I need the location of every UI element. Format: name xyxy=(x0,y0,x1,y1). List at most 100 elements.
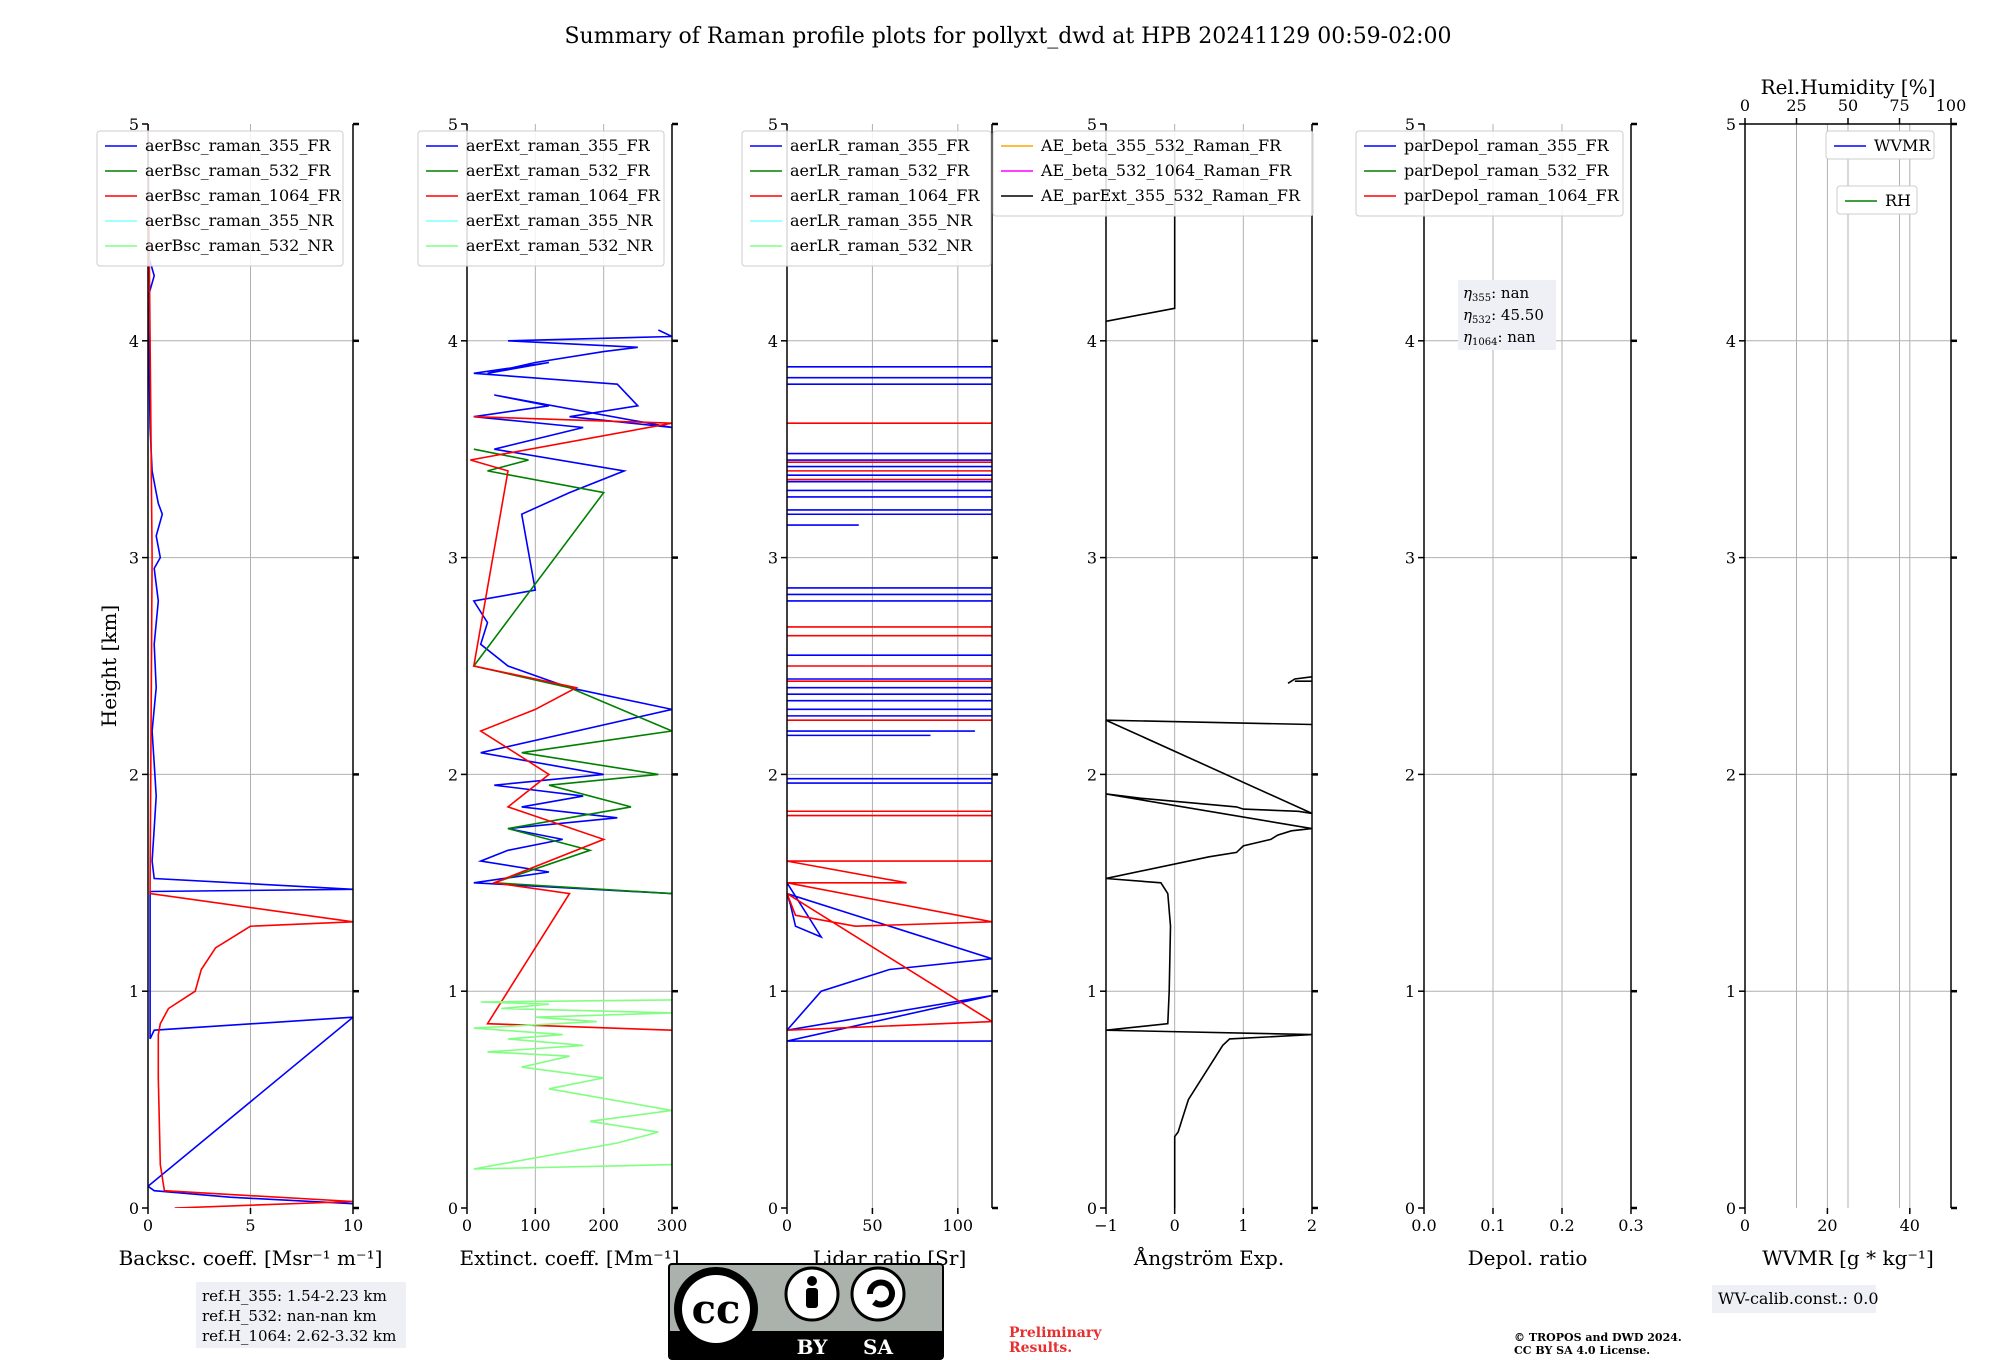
eta-subscript: 355 xyxy=(1472,293,1491,304)
ytick-label: 3 xyxy=(1726,549,1736,568)
cc-inner-icon xyxy=(682,1275,750,1343)
ref-height-annotation: ref.H_355: 1.54-2.23 km ref.H_532: nan-n… xyxy=(196,1282,406,1348)
data-layer-ext xyxy=(470,329,672,1170)
eta-symbol: η xyxy=(1463,306,1472,324)
ytick-label: 3 xyxy=(448,549,458,568)
xtick-label: 0.0 xyxy=(1411,1216,1436,1235)
legend-bsc: aerBsc_raman_355_FR aerBsc_raman_532_FRae… xyxy=(96,130,344,267)
legend-box xyxy=(741,130,992,267)
eta-subscript: 532 xyxy=(1472,315,1491,326)
eta-value: : nan xyxy=(1491,284,1529,302)
legend-label: WVMR xyxy=(1874,136,1931,155)
legend-label: aerBsc_raman_1064_FR xyxy=(145,186,342,205)
series-line-aerBsc_raman_1064_FR xyxy=(148,124,353,1208)
series-line-aerExt_raman_355_FR xyxy=(472,329,672,895)
xtick-label: 0 xyxy=(1170,1216,1180,1235)
x-axis-label: Ångström Exp. xyxy=(1133,1245,1284,1270)
legend-box xyxy=(1836,185,1918,215)
xtick-label: 0 xyxy=(782,1216,792,1235)
ytick-label: 3 xyxy=(129,549,139,568)
ytick-label: 1 xyxy=(1726,982,1736,1001)
legend-label: aerExt_raman_355_FR xyxy=(466,136,651,155)
eta-symbol: η xyxy=(1463,328,1472,346)
series-line-aerExt_raman_532_FR xyxy=(472,448,672,895)
xtick-label: 0 xyxy=(143,1216,153,1235)
series-segment-AE_parExt_355_532_Raman_FR xyxy=(1287,676,1312,684)
eta-line: η355: nan xyxy=(1463,284,1530,304)
xtick-label: 1 xyxy=(1238,1216,1248,1235)
ref-height-355: ref.H_355: 1.54-2.23 km xyxy=(202,1287,387,1305)
legend-box xyxy=(96,130,344,267)
ytick-label: 5 xyxy=(448,115,458,134)
ytick-label: 2 xyxy=(768,765,778,784)
y-axis-label: Height [km] xyxy=(97,605,121,727)
sa-arrow-icon xyxy=(867,1279,895,1308)
legend-ae: AE_beta_355_532_Raman_FR AE_beta_532_1064… xyxy=(992,130,1314,217)
series-line-aerBsc_raman_355_FR xyxy=(148,253,353,1205)
ytick-label: 3 xyxy=(768,549,778,568)
xtick-label: 0.2 xyxy=(1549,1216,1574,1235)
legend-label: aerExt_raman_532_NR xyxy=(466,236,654,255)
xtick-label: 50 xyxy=(862,1216,882,1235)
xtick-label: 10 xyxy=(343,1216,363,1235)
legend-rh: RH xyxy=(1836,185,1918,215)
legend-label: aerExt_raman_532_FR xyxy=(466,161,651,180)
xtick-label: 100 xyxy=(520,1216,551,1235)
legend-label: aerLR_raman_532_NR xyxy=(790,236,973,255)
xtick-label: 0 xyxy=(462,1216,472,1235)
ytick-label: 1 xyxy=(448,982,458,1001)
legend-label: AE_beta_532_1064_Raman_FR xyxy=(1040,161,1292,180)
ytick-label: 4 xyxy=(768,332,778,351)
xtick-label: 0.1 xyxy=(1480,1216,1505,1235)
legend-wvmr: WVMR xyxy=(1825,130,1935,160)
legend-label: aerBsc_raman_355_NR xyxy=(145,211,334,230)
legend-label: aerLR_raman_532_FR xyxy=(790,161,970,180)
ytick-label: 5 xyxy=(1087,115,1097,134)
ytick-label: 3 xyxy=(1087,549,1097,568)
eta-symbol: η xyxy=(1463,284,1472,302)
ytick-label: 4 xyxy=(129,332,139,351)
top-xtick-label: 25 xyxy=(1786,96,1806,115)
legend-label: aerLR_raman_355_NR xyxy=(790,211,973,230)
legend-label: aerBsc_raman_532_FR xyxy=(145,161,331,180)
top-xtick-label: 0 xyxy=(1740,96,1750,115)
ytick-label: 2 xyxy=(1726,765,1736,784)
legend-ext: aerExt_raman_355_FR aerExt_raman_532_FRae… xyxy=(417,130,665,267)
x-axis-label: Depol. ratio xyxy=(1468,1246,1588,1270)
data-layer-lr xyxy=(787,366,992,1042)
sa-share-icon xyxy=(850,1266,906,1322)
ytick-label: 4 xyxy=(1087,332,1097,351)
eta-line: η532: 45.50 xyxy=(1463,306,1544,326)
legend-box xyxy=(992,130,1314,217)
eta-subscript: 1064 xyxy=(1472,337,1497,348)
ytick-label: 4 xyxy=(1405,332,1415,351)
license-sa-label: SA xyxy=(863,1335,893,1359)
legend-label: parDepol_raman_1064_FR xyxy=(1404,186,1620,205)
legend-label: aerExt_raman_355_NR xyxy=(466,211,654,230)
data-layer-ae xyxy=(1106,145,1312,1208)
panel-bsc: 0 1 2 3 4 5 0 5 10 Backsc. coeff. [Msr⁻¹ m⁻¹] Heig… xyxy=(96,115,383,1270)
ref-height-box xyxy=(196,1282,406,1348)
series-line-aerExt_raman_1064_FR xyxy=(470,415,672,1031)
legend-label: aerBsc_raman_532_NR xyxy=(145,236,334,255)
series-line-aerExt_raman_532_NR xyxy=(473,999,672,1170)
x-axis-label: Extinct. coeff. [Mm⁻¹] xyxy=(459,1246,679,1270)
eta-box xyxy=(1458,280,1556,350)
ytick-label: 0 xyxy=(1405,1199,1415,1218)
ytick-label: 1 xyxy=(1087,982,1097,1001)
wv-calib-annotation: WV-calib.const.: 0.0 xyxy=(1712,1285,1879,1313)
ytick-label: 5 xyxy=(129,115,139,134)
xtick-label: 200 xyxy=(588,1216,619,1235)
legend-label: aerExt_raman_1064_FR xyxy=(466,186,661,205)
ref-height-1064: ref.H_1064: 2.62-3.32 km xyxy=(202,1327,396,1345)
ytick-label: 0 xyxy=(768,1199,778,1218)
legend-label: aerBsc_raman_355_FR xyxy=(145,136,331,155)
x-axis-label: Backsc. coeff. [Msr⁻¹ m⁻¹] xyxy=(119,1246,383,1270)
ytick-label: 1 xyxy=(1405,982,1415,1001)
x-axis-label: WVMR [g * kg⁻¹] xyxy=(1762,1246,1934,1270)
